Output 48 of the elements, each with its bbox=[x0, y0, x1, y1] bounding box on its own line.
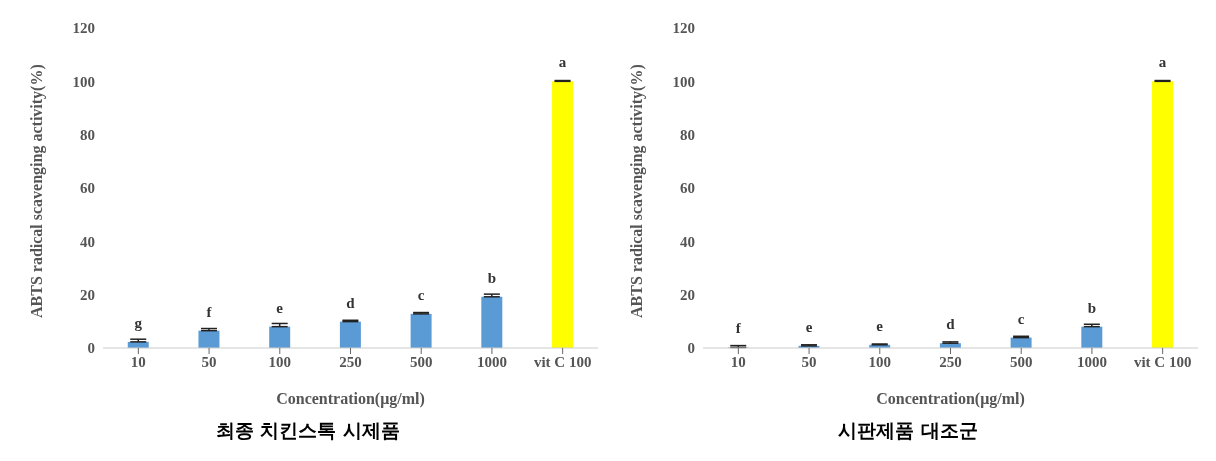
data-label: b bbox=[1087, 299, 1096, 316]
x-tick-label: 10 bbox=[730, 353, 746, 370]
y-tick-label: 80 bbox=[80, 126, 95, 143]
x-tick-label: 10 bbox=[130, 353, 146, 370]
y-tick-label: 40 bbox=[80, 233, 95, 250]
x-tick-label: 500 bbox=[1009, 353, 1033, 370]
x-tick-label: 100 bbox=[868, 353, 892, 370]
y-tick-label: 120 bbox=[672, 20, 695, 37]
y-tick-label: 0 bbox=[687, 340, 695, 357]
y-tick-label: 20 bbox=[80, 286, 95, 303]
x-tick-label: 1000 bbox=[1076, 353, 1107, 370]
y-tick-label: 20 bbox=[680, 286, 695, 303]
y-axis-title: ABTS radical scavenging activity(%) bbox=[27, 64, 46, 318]
x-axis-title: Concentration(μg/ml) bbox=[276, 390, 425, 408]
y-tick-label: 40 bbox=[680, 233, 695, 250]
data-label: e bbox=[276, 299, 284, 316]
data-label: c bbox=[1017, 310, 1025, 327]
y-tick-label: 0 bbox=[87, 340, 95, 357]
x-tick-label: 1000 bbox=[476, 353, 507, 370]
y-tick-label: 60 bbox=[680, 180, 695, 197]
data-label: e bbox=[805, 318, 813, 335]
y-tick-label: 100 bbox=[72, 73, 95, 90]
data-label: e bbox=[876, 317, 884, 334]
x-tick-label: vit C 100 bbox=[533, 353, 592, 370]
text: 시판제품 대조군 bbox=[837, 418, 979, 443]
data-label: c bbox=[417, 286, 425, 303]
data-label: g bbox=[134, 314, 143, 331]
data-label: b bbox=[487, 269, 496, 286]
y-tick-label: 120 bbox=[72, 20, 95, 37]
x-tick-label: 500 bbox=[409, 353, 433, 370]
y-axis-title: ABTS radical scavenging activity(%) bbox=[627, 64, 646, 318]
text: 최종 치킨스톡 시제품 bbox=[214, 418, 402, 443]
data-label: f bbox=[206, 303, 213, 320]
x-tick-label: vit C 100 bbox=[1133, 353, 1192, 370]
x-axis-title: Concentration(μg/ml) bbox=[876, 390, 1025, 408]
x-tick-label: 250 bbox=[339, 353, 362, 370]
y-tick-label: 100 bbox=[672, 73, 695, 90]
x-tick-label: 100 bbox=[268, 353, 292, 370]
x-tick-label: 50 bbox=[201, 353, 217, 370]
y-tick-label: 80 bbox=[680, 126, 695, 143]
data-label: f bbox=[735, 320, 742, 337]
x-tick-label: 250 bbox=[939, 353, 962, 370]
data-label: a bbox=[558, 54, 567, 71]
data-label: a bbox=[1158, 54, 1167, 71]
y-tick-label: 60 bbox=[80, 180, 95, 197]
x-tick-label: 50 bbox=[801, 353, 817, 370]
data-label: d bbox=[946, 316, 956, 333]
data-label: d bbox=[346, 294, 356, 311]
